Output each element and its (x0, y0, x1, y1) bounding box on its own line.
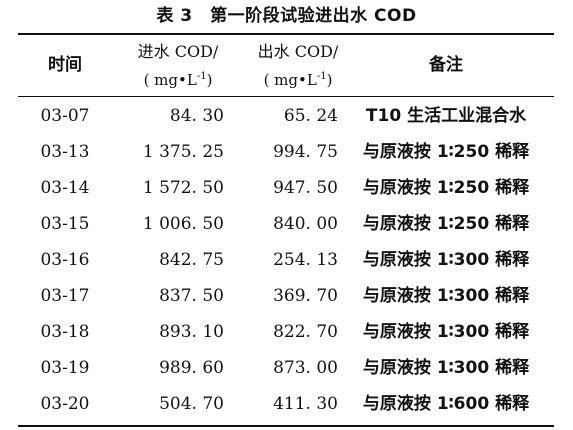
unit-suffix: ) (326, 70, 333, 89)
cell-date: 03-20 (40, 394, 90, 414)
header-note-label: 备注 (429, 55, 463, 75)
cell-effluent: 369. 70 (273, 286, 338, 306)
cell-note: 与原液按 1∶300 稀释 (362, 250, 530, 270)
cell-influent: 989. 60 (159, 358, 224, 378)
cell-note: T10 生活工业混合水 (365, 106, 527, 126)
header-effluent-cod: 出水 COD/ ( mg•L-1) (238, 35, 358, 96)
header-note: 备注 (338, 35, 554, 96)
cell-influent: 1 375. 25 (142, 142, 224, 162)
cell-effluent: 840. 00 (273, 214, 338, 234)
cell-influent: 84. 30 (169, 106, 224, 126)
cell-influent: 1 572. 50 (142, 178, 224, 198)
table-bottom-rule (18, 425, 554, 427)
table-top-rule (18, 33, 554, 35)
cell-note: 与原液按 1∶600 稀释 (362, 394, 530, 414)
cell-note: 与原液按 1∶250 稀释 (362, 142, 530, 162)
cell-note: 与原液按 1∶250 稀释 (362, 178, 530, 198)
cell-effluent: 873. 00 (273, 358, 338, 378)
header-influent-cod: 进水 COD/ ( mg•L-1) (118, 35, 238, 96)
table-header-row: 时间 进水 COD/ ( mg•L-1) 出水 COD/ ( mg•L-1) 备… (18, 35, 554, 96)
cell-influent: 837. 50 (159, 286, 224, 306)
header-influent-label: 进水 COD/ (137, 41, 219, 61)
unit-prefix: ( mg•L (263, 70, 317, 89)
table-header-rule (18, 96, 554, 97)
cell-influent: 893. 10 (159, 322, 224, 342)
cell-date: 03-18 (40, 322, 90, 342)
unit-suffix: ) (206, 70, 213, 89)
cell-date: 03-16 (40, 250, 90, 270)
table-row: 03-15 1 006. 50 840. 00 与原液按 1∶250 稀释 (18, 206, 554, 242)
table-row: 03-17 837. 50 369. 70 与原液按 1∶300 稀释 (18, 278, 554, 314)
cell-effluent: 947. 50 (273, 178, 338, 198)
table-row: 03-18 893. 10 822. 70 与原液按 1∶300 稀释 (18, 314, 554, 350)
table-row: 03-19 989. 60 873. 00 与原液按 1∶300 稀释 (18, 350, 554, 386)
cell-date: 03-17 (40, 286, 90, 306)
cell-note: 与原液按 1∶300 稀释 (362, 322, 530, 342)
unit-exponent: -1 (316, 70, 327, 82)
cell-date: 03-19 (40, 358, 90, 378)
cell-note: 与原液按 1∶300 稀释 (362, 286, 530, 306)
table-row: 03-20 504. 70 411. 30 与原液按 1∶600 稀释 (18, 386, 554, 422)
cell-note: 与原液按 1∶300 稀释 (362, 358, 530, 378)
cell-note: 与原液按 1∶250 稀释 (362, 214, 530, 234)
table-caption: 表 3 第一阶段试验进出水 COD (156, 6, 417, 26)
cell-effluent: 822. 70 (273, 322, 338, 342)
header-date-label: 时间 (48, 55, 82, 75)
cell-effluent: 65. 24 (283, 106, 338, 126)
header-influent-unit: ( mg•L-1) (144, 64, 213, 93)
header-effluent-label: 出水 COD/ (257, 41, 339, 61)
cell-effluent: 994. 75 (273, 142, 338, 162)
table-row: 03-14 1 572. 50 947. 50 与原液按 1∶250 稀释 (18, 170, 554, 206)
header-date: 时间 (20, 35, 110, 96)
cell-influent: 504. 70 (159, 394, 224, 414)
unit-prefix: ( mg•L (143, 70, 197, 89)
table-row: 03-16 842. 75 254. 13 与原液按 1∶300 稀释 (18, 242, 554, 278)
cell-date: 03-14 (40, 178, 90, 198)
cell-effluent: 254. 13 (273, 250, 338, 270)
cell-date: 03-15 (40, 214, 90, 234)
cell-influent: 842. 75 (159, 250, 224, 270)
table-row: 03-07 84. 30 65. 24 T10 生活工业混合水 (18, 98, 554, 134)
cell-date: 03-13 (40, 142, 90, 162)
header-effluent-unit: ( mg•L-1) (264, 64, 333, 93)
unit-exponent: -1 (196, 70, 207, 82)
table-row: 03-13 1 375. 25 994. 75 与原液按 1∶250 稀释 (18, 134, 554, 170)
cell-influent: 1 006. 50 (142, 214, 224, 234)
cell-effluent: 411. 30 (273, 394, 338, 414)
cell-date: 03-07 (40, 106, 90, 126)
